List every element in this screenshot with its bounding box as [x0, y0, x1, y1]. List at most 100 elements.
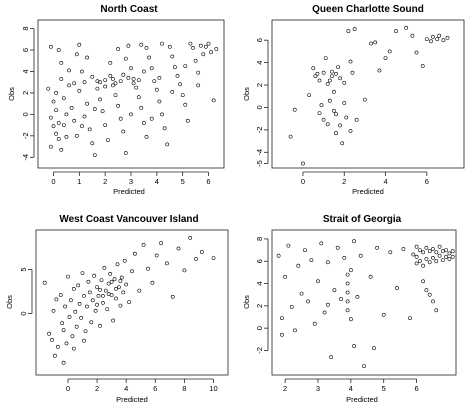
data-point — [424, 288, 429, 293]
data-point — [137, 288, 142, 293]
data-point — [103, 78, 108, 83]
data-point — [119, 275, 124, 280]
data-point — [126, 76, 131, 80]
data-point — [417, 259, 422, 264]
data-point — [144, 134, 149, 139]
data-point — [427, 249, 432, 254]
y-axis-label: Obs — [242, 295, 251, 309]
data-point — [345, 308, 350, 313]
data-point — [311, 66, 316, 71]
data-point — [325, 82, 330, 86]
data-point — [116, 47, 121, 51]
data-point — [101, 293, 105, 298]
data-point — [46, 86, 51, 91]
data-point — [394, 286, 399, 290]
data-point — [83, 329, 88, 334]
data-point — [162, 126, 167, 131]
data-point — [96, 293, 101, 298]
data-point — [319, 241, 324, 246]
data-point — [371, 346, 376, 351]
data-point — [420, 64, 425, 68]
data-point — [312, 321, 317, 326]
y-tick-label: 0 — [19, 311, 28, 315]
data-point — [441, 38, 446, 43]
data-point — [111, 83, 115, 88]
data-point — [417, 248, 422, 253]
data-point — [358, 253, 363, 258]
data-point — [414, 244, 419, 249]
data-point — [70, 334, 75, 339]
x-tick-label: 2 — [342, 177, 346, 186]
data-point — [334, 71, 338, 76]
y-tick-label: -5 — [255, 160, 264, 167]
y-tick-label: 4 — [21, 69, 30, 73]
data-point — [444, 254, 449, 259]
x-tick-label: 6 — [425, 177, 429, 186]
x-tick-label: 2 — [103, 177, 107, 186]
data-point — [111, 318, 116, 323]
data-point — [329, 355, 334, 360]
data-point — [369, 41, 374, 46]
data-point — [118, 79, 123, 84]
y-axis-label: Obs — [7, 87, 16, 101]
data-point — [85, 304, 89, 309]
y-tick-label: 4 — [255, 61, 264, 65]
data-point — [60, 321, 65, 326]
data-point — [160, 41, 164, 46]
data-point — [93, 308, 98, 313]
panel-strait-of-georgia: Strait of Georgia Predicted Obs 2 3 4 5 6 -2… — [242, 214, 457, 404]
data-point — [170, 90, 175, 94]
data-point — [167, 44, 172, 49]
x-ticks: 0 2 4 6 8 10 — [66, 378, 218, 393]
data-point — [95, 285, 100, 290]
x-ticks: 0 1 2 3 4 5 6 — [51, 171, 211, 186]
data-point — [54, 108, 59, 113]
data-point — [431, 255, 435, 260]
data-point — [431, 299, 435, 304]
data-point — [309, 258, 314, 263]
x-tick-label: 3 — [129, 177, 133, 186]
data-point — [327, 78, 332, 83]
data-point — [302, 248, 307, 253]
y-tick-label: 8 — [21, 26, 30, 30]
data-point — [152, 79, 157, 84]
data-point — [72, 81, 77, 86]
data-point — [111, 77, 115, 81]
data-point — [130, 269, 134, 274]
data-point — [170, 54, 175, 59]
data-point — [352, 344, 357, 348]
data-point — [340, 141, 345, 146]
data-point — [164, 261, 169, 266]
data-point — [440, 258, 445, 263]
data-point — [348, 268, 353, 273]
data-point — [293, 328, 297, 333]
data-point — [377, 68, 382, 73]
y-tick-label: -4 — [21, 154, 30, 161]
data-point — [67, 68, 71, 73]
data-point — [56, 137, 61, 141]
x-axis-label: Predicted — [113, 187, 145, 196]
data-point — [445, 36, 450, 40]
data-point — [98, 323, 102, 328]
x-tick-label: 0 — [301, 177, 305, 186]
data-point — [108, 61, 113, 65]
plot-frame — [35, 229, 229, 376]
data-point — [321, 117, 326, 122]
data-point — [85, 101, 90, 106]
data-point — [301, 161, 305, 166]
y-tick-label: 4 — [255, 281, 264, 285]
plot-frame — [37, 19, 225, 169]
plot-frame — [271, 229, 457, 376]
data-point — [350, 70, 355, 75]
data-point — [383, 56, 388, 61]
data-point — [95, 302, 100, 307]
x-axis-label: Predicted — [346, 395, 378, 404]
data-point — [49, 44, 53, 49]
data-point — [447, 251, 452, 256]
data-point — [279, 332, 284, 337]
data-point — [87, 290, 92, 295]
data-point — [450, 254, 455, 259]
panel-title: Queen Charlotte Sound — [312, 4, 424, 15]
data-point — [180, 93, 185, 98]
data-point — [196, 83, 201, 88]
